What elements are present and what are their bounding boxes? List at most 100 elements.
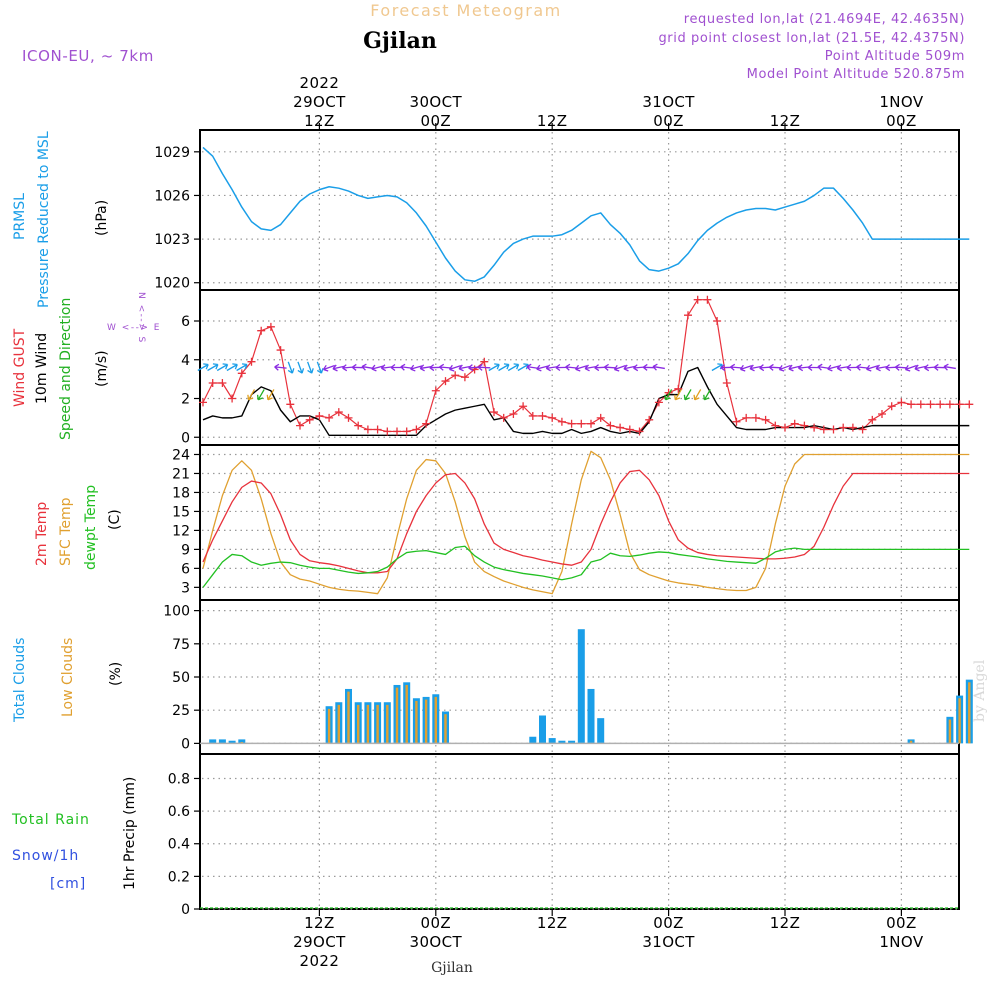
temp-2m-line <box>202 469 970 574</box>
temperature-ytick-label: 15 <box>172 504 190 520</box>
wind-direction-arrow <box>322 364 335 372</box>
gust-marker <box>907 400 916 409</box>
gust-marker <box>276 346 285 355</box>
wind-arrow-shape <box>256 389 265 401</box>
pressure-msl-label: Pressure Reduced to MSL <box>36 131 52 308</box>
temp-2m-label: 2m Temp <box>34 502 50 566</box>
clouds-ytick-label: 50 <box>172 670 190 686</box>
wind-direction-arrow <box>458 364 471 372</box>
wind-10m-line <box>202 366 970 437</box>
wind-arrow-shape <box>439 363 452 371</box>
gust-marker <box>587 419 595 428</box>
wind-arrow-shape <box>623 364 636 372</box>
wind-direction-arrow <box>498 363 510 372</box>
wind-arrow-shape <box>197 363 209 372</box>
wind-direction-arrow <box>247 389 256 401</box>
gust-marker <box>228 394 237 403</box>
gust-marker <box>509 410 518 418</box>
low-cloud-bar <box>395 687 399 744</box>
precip-panel-frame <box>199 753 960 910</box>
wind-direction-arrow <box>827 364 840 372</box>
dewpt-temp-line <box>202 545 970 588</box>
compass-we-label: W <--> E <box>107 323 161 333</box>
wind-direction-arrow <box>739 364 753 372</box>
wind-direction-arrow <box>603 363 617 371</box>
wind-direction-arrow <box>488 363 500 372</box>
gust-marker <box>955 400 964 409</box>
wind-direction-arrow <box>749 364 762 372</box>
gust-marker <box>296 421 304 430</box>
gust-marker <box>713 317 722 325</box>
wind-arrow-shape <box>536 364 549 372</box>
pressure-series <box>202 146 970 283</box>
total-cloud-bar <box>209 739 217 744</box>
wind-direction-arrow <box>266 389 275 401</box>
gust-marker <box>460 373 469 382</box>
time-label: 12Z <box>770 112 801 130</box>
gust-marker <box>800 421 809 430</box>
wind-arrow-shape <box>207 363 219 372</box>
time-label: 12Z <box>304 112 335 130</box>
gust-marker <box>344 413 353 422</box>
pressure-labels: PRMSL Pressure Reduced to MSL (hPa) <box>12 131 110 308</box>
time-label: 30OCT <box>410 933 463 951</box>
panel-frames <box>199 129 960 910</box>
gust-marker <box>674 384 683 393</box>
total-cloud-bar <box>568 740 576 744</box>
wind-arrow-shape <box>730 363 743 371</box>
gust-marker <box>208 379 217 387</box>
precipitation-ytick-label: 0.6 <box>168 804 190 820</box>
temperature-ytick-label: 6 <box>181 561 190 577</box>
gust-marker <box>693 295 702 304</box>
snow-label: Snow/1h <box>12 848 79 864</box>
total-cloud-bar <box>587 688 595 744</box>
gust-marker <box>325 413 334 422</box>
gust-marker <box>402 427 411 436</box>
wind-arrow-shape <box>307 361 314 374</box>
time-label: 31OCT <box>642 93 695 111</box>
wind-arrow-shape <box>613 364 626 372</box>
temperature-ytick-label: 3 <box>181 580 190 596</box>
temperature-ytick-label: 24 <box>172 447 190 463</box>
wind-arrow-shape <box>458 364 471 372</box>
gust-marker <box>810 423 819 432</box>
wind-arrow-shape <box>683 389 692 401</box>
gust-marker <box>635 427 644 436</box>
low-cloud-bar <box>948 719 952 744</box>
gust-marker <box>286 400 295 409</box>
wind-direction-arrow <box>768 363 782 371</box>
time-label: 12Z <box>537 112 568 130</box>
low-cloud-bar <box>434 696 437 744</box>
time-label: 00Z <box>421 914 452 932</box>
wind-direction-arrow <box>236 363 248 372</box>
pressure-unit-label: (hPa) <box>94 200 110 236</box>
temperature-labels: 2m Temp SFC Temp dewpt Temp (C) <box>34 485 123 570</box>
gust-marker <box>771 421 780 430</box>
wind-direction-arrow <box>197 363 209 372</box>
wind-ytick-label: 4 <box>181 353 190 369</box>
gust-marker <box>519 402 528 411</box>
wind-arrow-shape <box>664 389 673 401</box>
low-cloud-bar <box>347 691 350 744</box>
wind-ytick-label: 0 <box>181 430 190 446</box>
gust-marker <box>218 379 227 387</box>
low-cloud-bar <box>376 704 379 744</box>
precipitation-ytick-label: 0.2 <box>168 869 190 885</box>
gust-marker <box>751 413 760 422</box>
gust-marker <box>742 413 751 422</box>
wind-arrow-shape <box>856 363 869 371</box>
grid-point: grid point closest lon,lat (21.5E, 42.43… <box>658 31 965 46</box>
wind-arrow-shape <box>652 363 665 371</box>
prmsl-label: PRMSL <box>12 193 28 240</box>
wind-arrow-shape <box>236 363 248 372</box>
total-cloud-bar <box>529 736 537 744</box>
wind-direction-arrow <box>730 363 743 371</box>
low-cloud-bar <box>909 740 913 744</box>
wind-arrow-shape <box>332 364 345 372</box>
time-label: 12Z <box>304 914 335 932</box>
total-cloud-bar <box>597 718 605 744</box>
total-cloud-bar <box>218 739 226 744</box>
wind-arrow-shape <box>703 389 711 401</box>
gust-marker <box>654 398 663 407</box>
low-cloud-bar <box>958 698 961 744</box>
